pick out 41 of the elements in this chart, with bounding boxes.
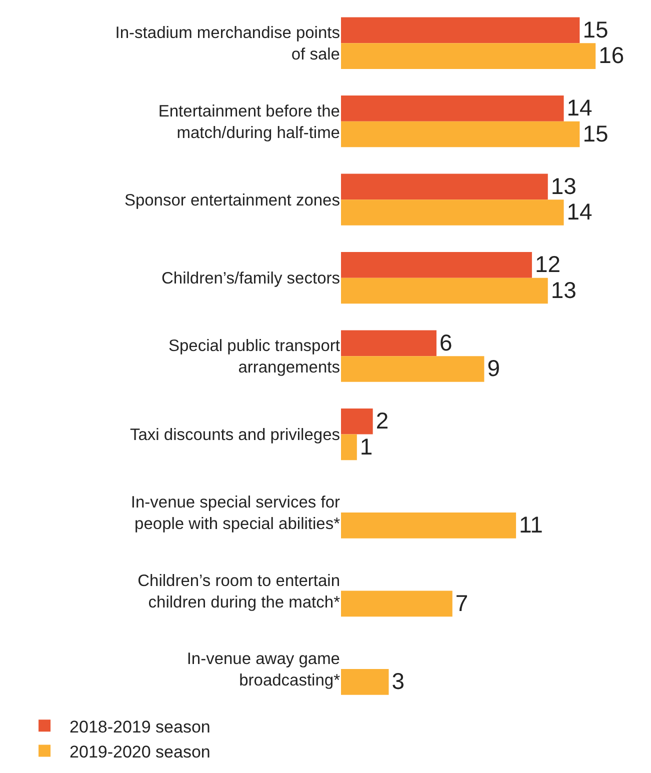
bar [341,96,564,122]
y-tick-label: Entertainment before the match/during half-time [158,102,340,142]
data-label: 14 [566,198,593,225]
bar [341,174,548,200]
bar [341,512,516,538]
bar [341,200,564,226]
data-label: 6 [439,329,452,356]
data-label: 9 [487,355,500,382]
data-label: 14 [566,94,593,121]
data-label: 7 [455,590,468,616]
data-label: 2 [376,408,389,434]
data-label: 13 [550,276,576,303]
data-label: 1 [360,433,373,460]
y-tick-label: Special public transport arrangements [168,337,340,377]
legend-label: 2019-2020 season [70,742,210,762]
bar [341,17,580,44]
y-tick-label: In-stadium merchandise points of sale [115,24,340,64]
legend-label: 2018-2019 season [70,717,210,736]
data-label: 13 [550,172,576,199]
bar [341,590,452,617]
y-tick-label: Children’s room to entertain children during the match* [138,572,341,612]
data-label: 12 [534,251,560,278]
bar [341,278,548,304]
data-label: 3 [392,668,405,694]
y-tick-label: In-venue special services for people with special abilities* [130,494,341,534]
data-label: 16 [598,42,624,68]
bar [341,408,373,434]
y-tick-label: Sponsor entertainment zones [124,191,340,210]
bar [341,669,389,695]
bar [341,43,596,69]
data-label: 15 [582,16,608,42]
data-label: 15 [582,120,608,146]
y-tick-label: Taxi discounts and privileges [130,426,340,444]
bar [341,121,580,148]
bar [341,252,532,278]
y-tick-label: In-venue away game broadcasting* [186,650,341,690]
bar [341,330,436,356]
bar [341,356,484,382]
data-label: 11 [519,512,543,538]
bar [341,434,357,460]
y-tick-label: Children’s/family sectors [161,270,340,288]
